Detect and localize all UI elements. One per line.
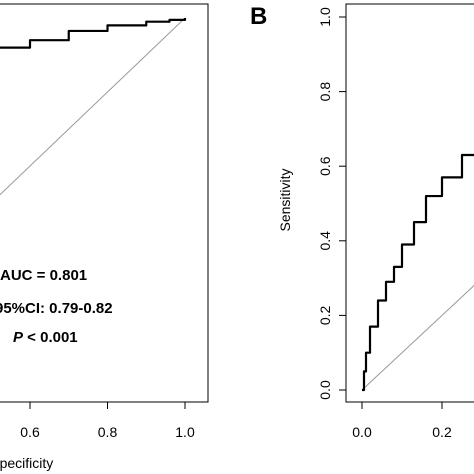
auc-annotation: AUC = 0.801 [0,267,87,284]
panel-a-x-axis-label: 1 - Specificity [0,455,53,471]
panel-b-y-tick-label: 0.8 [317,82,333,102]
panel-b-y-tick-label: 0.0 [317,380,333,400]
panel-b-y-tick-label: 0.2 [317,305,333,325]
panel-b-plot-box [345,3,474,403]
panel-b-roc-curve [362,153,474,392]
panel-a-roc-curve [0,18,187,49]
panel-a-reference-diagonal [0,17,186,196]
panel-a-chart: 0.6 0.8 1.0 AUC = 0.801 95%CI: 0.79-0.82 P… [0,3,209,471]
panel-b-x-tick-label: 0.0 [352,424,372,440]
p-value-text: < 0.001 [23,329,78,346]
p-symbol: P [13,329,24,346]
panel-a-x-tick-label: 0.6 [20,424,40,440]
ci-annotation: 95%CI: 0.79-0.82 [0,300,113,317]
panel-b-x-tick-label: 0.2 [432,424,452,440]
panel-a-plot-box [0,3,209,403]
panel-b-letter: B [250,3,267,30]
panel-a-x-tick-label: 1.0 [175,424,195,440]
panel-b-y-tick-label: 1.0 [317,7,333,27]
panel-b-y-axis-label: Sensitivity [277,168,293,231]
p-value-annotation: P < 0.001 [13,329,78,346]
panel-b-reference-diagonal [361,284,474,391]
panel-b-chart: B 0.0 0.2 0.4 0.6 0.8 1.0 0.0 0.2 Sensitivity [250,3,474,440]
panel-b-y-tick-label: 0.6 [317,156,333,176]
panel-b-y-tick-label: 0.4 [317,231,333,251]
panel-a-x-tick-label: 0.8 [98,424,118,440]
